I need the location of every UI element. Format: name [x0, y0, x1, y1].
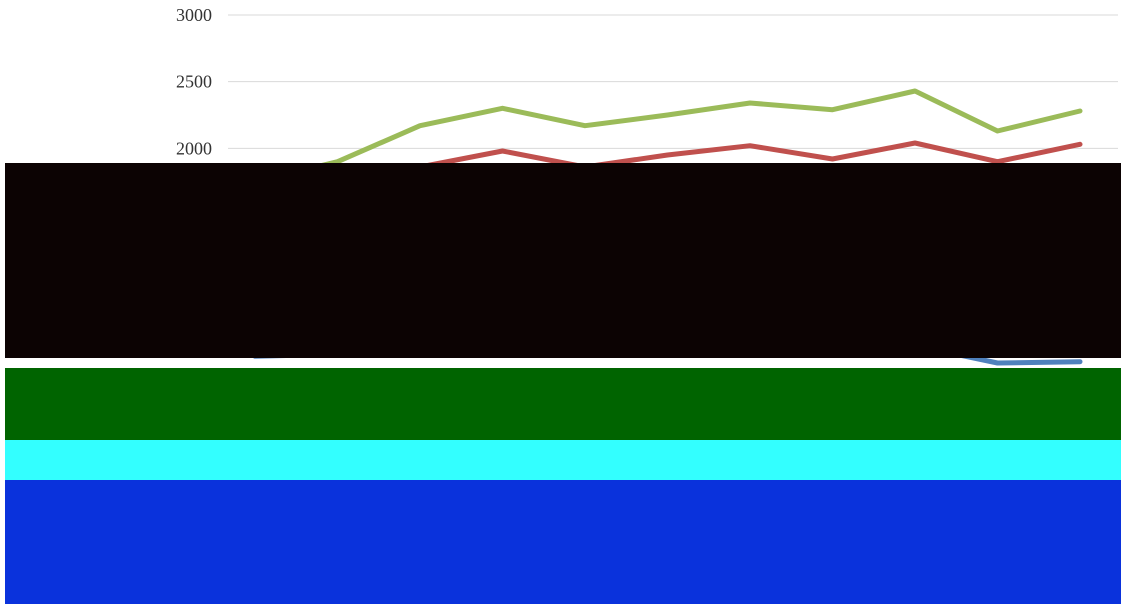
y-tick-label: 3000 — [176, 5, 212, 25]
overlay-band-green — [5, 368, 1121, 440]
y-tick-label: 2500 — [176, 72, 212, 92]
overlay-band-black — [5, 163, 1121, 358]
y-tick-label: 2000 — [176, 138, 212, 158]
overlay-band-blue — [5, 480, 1121, 604]
overlay-band-cyan — [5, 440, 1121, 480]
